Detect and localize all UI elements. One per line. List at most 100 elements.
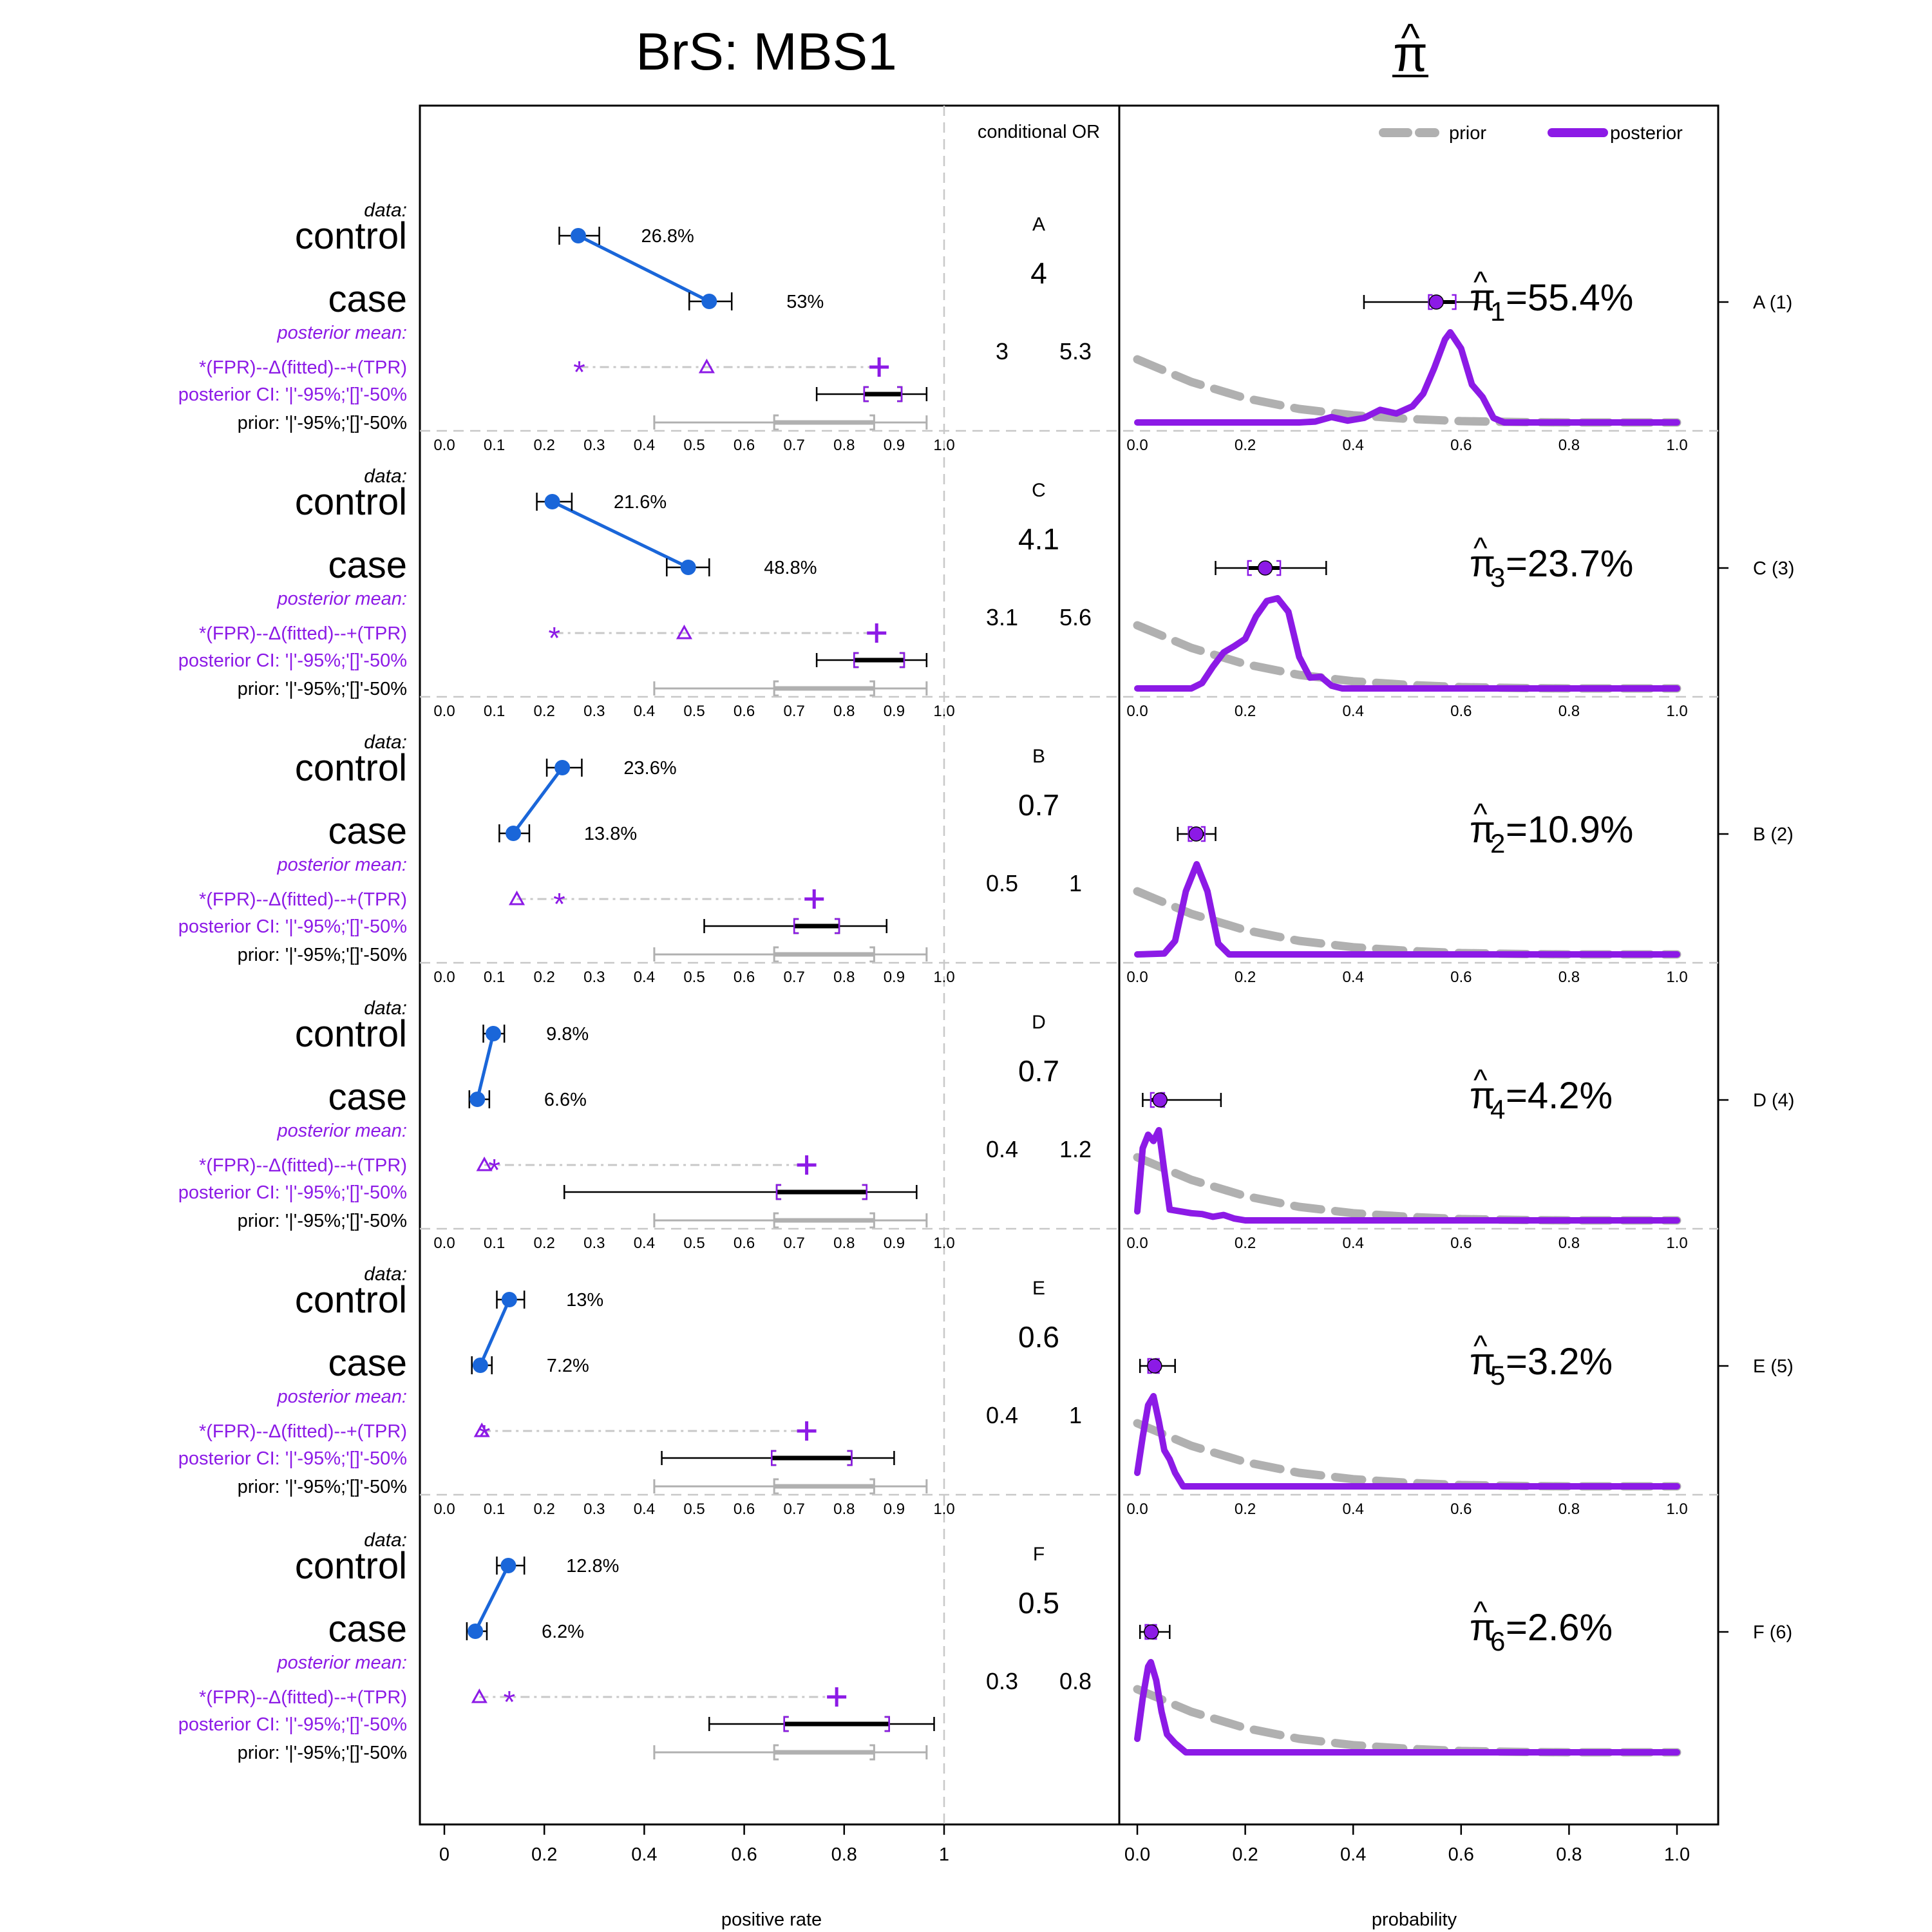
inner-tick-label-left: 0.7 (784, 437, 805, 454)
pi-hat: ^ (1473, 531, 1488, 565)
pi-value-text: =4.2% (1506, 1075, 1613, 1117)
panel-F: data:control case posterior mean: *(FPR)--Δ… (178, 1530, 1792, 1763)
inner-tick-label-right: 0.4 (1343, 1235, 1364, 1252)
data-label: data: (364, 1264, 407, 1285)
pi-value-text: =23.7% (1506, 543, 1633, 585)
right-axis-tick-label: 0.4 (1340, 1844, 1366, 1865)
rate-connector (512, 766, 564, 835)
or-estimate: 0.5 (1018, 1586, 1059, 1620)
pi-symbol: π (1470, 809, 1495, 851)
fitted-triangle-marker (471, 1688, 488, 1703)
control-rate-label: 9.8% (546, 1024, 589, 1045)
inner-tick-label-right: 0.4 (1343, 437, 1364, 454)
tpr-plus-marker (869, 357, 889, 377)
inner-tick-label-left: 0.8 (833, 437, 855, 454)
pi-ci-bracket (1452, 294, 1457, 310)
inner-tick-label-left: 0.9 (884, 1501, 905, 1518)
posterior-ci-label: posterior CI: '|'-95%;'[]'-50% (178, 1448, 407, 1469)
fpr-legend-label: *(FPR)--Δ(fitted)--+(TPR) (199, 1687, 407, 1708)
left-axis-tick-label: 1 (939, 1844, 949, 1865)
prior-ci-50-bracket (869, 1212, 875, 1229)
inner-tick-label-right: 0.0 (1126, 1235, 1148, 1252)
posterior-ci-label: posterior CI: '|'-95%;'[]'-50% (178, 1182, 407, 1203)
posterior-mean-label: posterior mean: (277, 1121, 408, 1141)
legend: prior posterior (1379, 123, 1683, 144)
rate-connector (551, 500, 689, 569)
pi-symbol: π (1470, 1607, 1495, 1649)
control-point (501, 1292, 517, 1307)
fpr-star-marker: * (548, 621, 560, 656)
or-upper: 1.2 (1059, 1136, 1092, 1162)
pi-estimate-point (1144, 1624, 1159, 1640)
inner-tick-label-left: 0.0 (433, 1235, 455, 1252)
inner-tick-label-left: 0.6 (734, 1501, 755, 1518)
or-lower: 0.3 (986, 1668, 1018, 1694)
posterior-ci-bracket-purple (835, 918, 840, 934)
inner-tick-label-left: 0.2 (534, 1501, 555, 1518)
fpr-legend-label: *(FPR)--Δ(fitted)--+(TPR) (199, 1421, 407, 1442)
pi-subscript: 1 (1490, 296, 1505, 327)
tpr-plus-marker (804, 889, 824, 909)
pi-value-text: =3.2% (1506, 1341, 1613, 1383)
or-estimate: 4 (1030, 256, 1047, 290)
panel-letter: D (1032, 1012, 1046, 1033)
fpr-star-marker: * (504, 1685, 516, 1719)
pi-ci-bracket (1247, 560, 1252, 576)
pi-estimate-point (1188, 826, 1204, 842)
posterior-density (1134, 1393, 1680, 1490)
inner-tick-label-left: 1.0 (933, 1235, 954, 1252)
case-label: case (328, 810, 407, 852)
inner-tick-label-left: 0.1 (484, 969, 505, 986)
inner-tick-label-right: 0.2 (1235, 703, 1256, 720)
posterior-ci-label: posterior CI: '|'-95%;'[]'-50% (178, 650, 407, 671)
inner-tick-label-left: 0.1 (484, 703, 505, 720)
case-label: case (328, 1608, 407, 1650)
fitted-triangle-marker (476, 1156, 493, 1171)
right-xlabel: probability (1372, 1909, 1457, 1930)
panel-letter: B (1032, 746, 1045, 767)
inner-tick-label-left: 0.6 (734, 703, 755, 720)
left-title: BrS: MBS1 (636, 23, 897, 81)
inner-tick-label-left: 0.1 (484, 437, 505, 454)
pi-symbol: π (1470, 1341, 1495, 1383)
posterior-ci-bracket-purple (853, 652, 859, 668)
plot-frame (419, 104, 1719, 1826)
inner-tick-label-right: 1.0 (1666, 703, 1687, 720)
inner-tick-label-left: 0.2 (534, 1235, 555, 1252)
case-rate-label: 53% (786, 292, 824, 312)
control-rate-label: 26.8% (641, 226, 694, 247)
inner-tick-label-right: 0.0 (1126, 969, 1148, 986)
inner-tick-label-left: 0.8 (833, 1235, 855, 1252)
inner-tick-label-left: 0.3 (583, 1235, 605, 1252)
right-title-hat: ^ (1401, 16, 1419, 61)
inner-tick-label-left: 0.4 (634, 703, 655, 720)
inner-tick-label-right: 0.8 (1558, 1501, 1580, 1518)
inner-tick-label-right: 0.6 (1450, 703, 1472, 720)
inner-tick-label-left: 0.0 (433, 437, 455, 454)
fpr-legend-label: *(FPR)--Δ(fitted)--+(TPR) (199, 357, 407, 378)
inner-tick-label-right: 0.8 (1558, 969, 1580, 986)
fpr-legend-label: *(FPR)--Δ(fitted)--+(TPR) (199, 1155, 407, 1176)
prior-ci-label: prior: '|'-95%;'[]'-50% (238, 1743, 407, 1763)
inner-tick-label-left: 0.3 (583, 969, 605, 986)
inner-tick-label-left: 0.7 (784, 703, 805, 720)
inner-tick-label-right: 0.0 (1126, 703, 1148, 720)
pi-hat: ^ (1473, 797, 1488, 831)
fpr-star-marker: * (573, 355, 585, 390)
inner-tick-label-right: 0.0 (1126, 437, 1148, 454)
data-label: data: (364, 200, 407, 221)
posterior-ci-label: posterior CI: '|'-95%;'[]'-50% (178, 916, 407, 937)
pi-symbol: π (1470, 543, 1495, 585)
inner-tick-label-left: 0.1 (484, 1235, 505, 1252)
posterior-ci-bracket-purple (863, 386, 869, 402)
prior-density (1133, 1153, 1681, 1225)
fpr-star-marker: * (553, 887, 565, 922)
or-upper: 5.6 (1059, 604, 1092, 630)
prior-ci-50-bracket (869, 1478, 875, 1495)
inner-tick-label-right: 1.0 (1666, 1235, 1687, 1252)
posterior-mean-label: posterior mean: (277, 589, 408, 609)
prior-ci-label: prior: '|'-95%;'[]'-50% (238, 945, 407, 965)
panel-letter: A (1032, 214, 1045, 235)
panel-B: data:control case posterior mean: *(FPR)--Δ… (178, 732, 1794, 986)
pi-value-text: =10.9% (1506, 809, 1633, 851)
